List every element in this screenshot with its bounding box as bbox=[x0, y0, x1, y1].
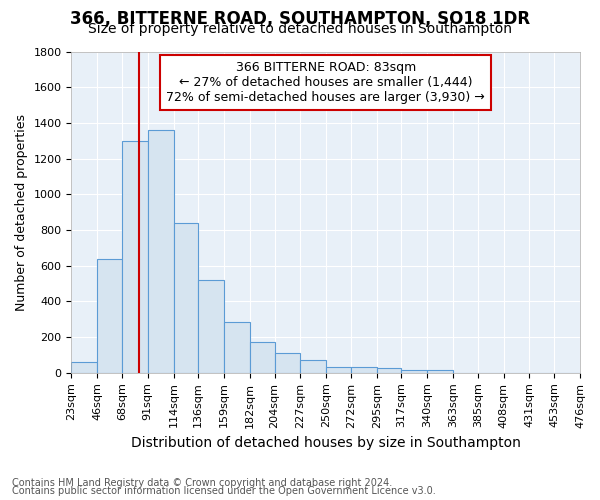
Bar bbox=[224, 322, 250, 373]
Text: Size of property relative to detached houses in Southampton: Size of property relative to detached ho… bbox=[88, 22, 512, 36]
Bar bbox=[427, 370, 453, 373]
Bar bbox=[173, 223, 198, 373]
Text: 366 BITTERNE ROAD: 83sqm
← 27% of detached houses are smaller (1,444)
72% of sem: 366 BITTERNE ROAD: 83sqm ← 27% of detach… bbox=[166, 61, 485, 104]
Bar bbox=[148, 130, 173, 373]
X-axis label: Distribution of detached houses by size in Southampton: Distribution of detached houses by size … bbox=[131, 436, 521, 450]
Text: 366, BITTERNE ROAD, SOUTHAMPTON, SO18 1DR: 366, BITTERNE ROAD, SOUTHAMPTON, SO18 1D… bbox=[70, 10, 530, 28]
Y-axis label: Number of detached properties: Number of detached properties bbox=[15, 114, 28, 310]
Bar bbox=[198, 280, 224, 373]
Bar bbox=[401, 370, 427, 373]
Text: Contains public sector information licensed under the Open Government Licence v3: Contains public sector information licen… bbox=[12, 486, 436, 496]
Bar bbox=[377, 368, 401, 373]
Bar bbox=[301, 360, 326, 373]
Text: Contains HM Land Registry data © Crown copyright and database right 2024.: Contains HM Land Registry data © Crown c… bbox=[12, 478, 392, 488]
Bar bbox=[97, 258, 122, 373]
Bar bbox=[351, 366, 377, 373]
Bar bbox=[71, 362, 97, 373]
Bar bbox=[122, 141, 148, 373]
Bar bbox=[326, 366, 351, 373]
Bar bbox=[275, 353, 301, 373]
Bar bbox=[250, 342, 275, 373]
